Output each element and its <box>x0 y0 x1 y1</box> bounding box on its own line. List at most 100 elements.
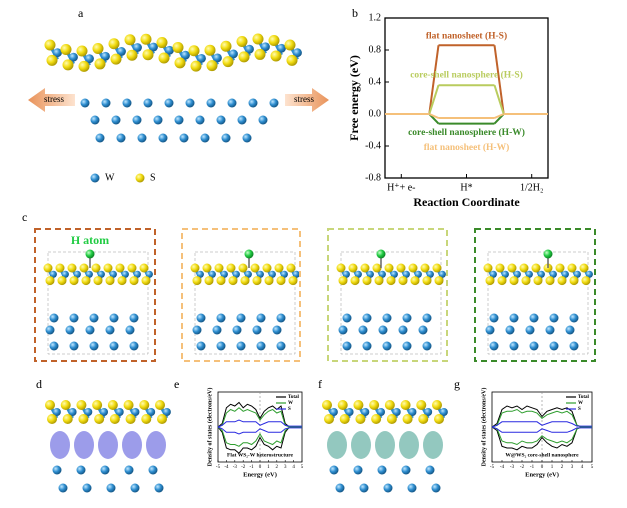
atom <box>407 483 417 493</box>
atom <box>62 414 73 424</box>
atom <box>268 270 276 278</box>
atom <box>126 49 138 61</box>
atom <box>422 313 432 323</box>
atom <box>81 276 91 286</box>
atom <box>106 483 116 493</box>
atom <box>52 408 61 416</box>
atom <box>111 115 121 125</box>
atom <box>252 276 262 286</box>
atom <box>402 270 410 278</box>
series-label: flat nanosheet (H-W) <box>424 142 510 153</box>
atom <box>338 276 348 286</box>
atom <box>212 325 222 335</box>
atom <box>382 341 392 351</box>
atom <box>237 115 247 125</box>
x-tick-label: 3 <box>571 465 574 470</box>
cell-box <box>340 251 442 355</box>
atom <box>232 270 240 278</box>
atom <box>202 263 212 273</box>
atom <box>276 313 286 323</box>
atom <box>509 341 519 351</box>
atom <box>147 408 156 416</box>
legend-label: Total <box>288 395 300 400</box>
atom <box>489 313 499 323</box>
x-tick-label: -2 <box>520 465 525 470</box>
atom <box>386 414 397 424</box>
atom <box>221 133 231 143</box>
atom <box>179 133 189 143</box>
atom <box>400 400 411 410</box>
atom <box>292 270 300 278</box>
y-axis-title: Density of states (electrons/eV) <box>480 388 487 467</box>
atom <box>158 133 168 143</box>
legend-swatch <box>90 173 100 183</box>
atom <box>256 313 266 323</box>
atom <box>132 115 142 125</box>
y-tick-label: -0.8 <box>365 172 381 183</box>
dos-curve <box>491 426 592 446</box>
atom <box>424 408 433 416</box>
atom <box>236 313 246 323</box>
atom <box>369 400 380 410</box>
atom <box>46 54 58 66</box>
series-label: core-shell nanosphere (H-W) <box>408 127 525 138</box>
atom <box>236 341 246 351</box>
atom <box>124 34 136 46</box>
atom <box>133 270 141 278</box>
panel-label: d <box>36 377 42 391</box>
atom <box>92 43 104 55</box>
atom <box>382 313 392 323</box>
atom <box>384 263 394 273</box>
energy-connector <box>493 84 505 115</box>
atom <box>157 414 167 424</box>
atom <box>240 276 250 286</box>
atom <box>101 98 111 108</box>
atom <box>509 276 519 286</box>
atom <box>431 483 441 493</box>
atom <box>264 276 274 286</box>
series-label: core-shell nanosphere (H-S) <box>410 69 523 80</box>
atom <box>377 408 386 416</box>
x-axis-title: Reaction Coordinate <box>413 195 520 209</box>
atom <box>350 276 360 286</box>
arrow-label: stress <box>44 94 64 104</box>
atom <box>172 41 184 53</box>
atom <box>49 313 59 323</box>
atom <box>121 270 129 278</box>
atom <box>335 483 345 493</box>
x-tick-label: -3 <box>233 465 238 470</box>
atom <box>100 408 109 416</box>
x-axis-title: Energy (eV) <box>243 471 277 478</box>
atom <box>258 115 268 125</box>
atom <box>293 48 302 58</box>
atom <box>58 483 68 493</box>
legend-label: W <box>288 401 293 406</box>
atom <box>94 58 106 70</box>
atom <box>420 263 430 273</box>
atom <box>97 270 105 278</box>
x-tick-label: 2 <box>276 465 279 470</box>
atom <box>362 313 372 323</box>
atom <box>47 414 57 424</box>
x-tick-label: -2 <box>241 465 246 470</box>
atom <box>252 33 264 45</box>
atom <box>78 60 90 72</box>
cell-box <box>47 251 149 355</box>
atom <box>525 270 533 278</box>
x-tick-label: -4 <box>500 465 505 470</box>
atom <box>164 98 174 108</box>
atom <box>73 270 81 278</box>
atom <box>280 270 288 278</box>
atom <box>208 270 216 278</box>
atom <box>85 270 93 278</box>
atom <box>398 325 408 335</box>
atom <box>140 33 152 45</box>
atom <box>272 325 282 335</box>
atom <box>268 35 280 47</box>
atom <box>90 115 100 125</box>
atom <box>122 98 132 108</box>
y-tick-label: 0.8 <box>369 44 382 55</box>
atom <box>129 341 139 351</box>
charge-density <box>122 431 142 459</box>
